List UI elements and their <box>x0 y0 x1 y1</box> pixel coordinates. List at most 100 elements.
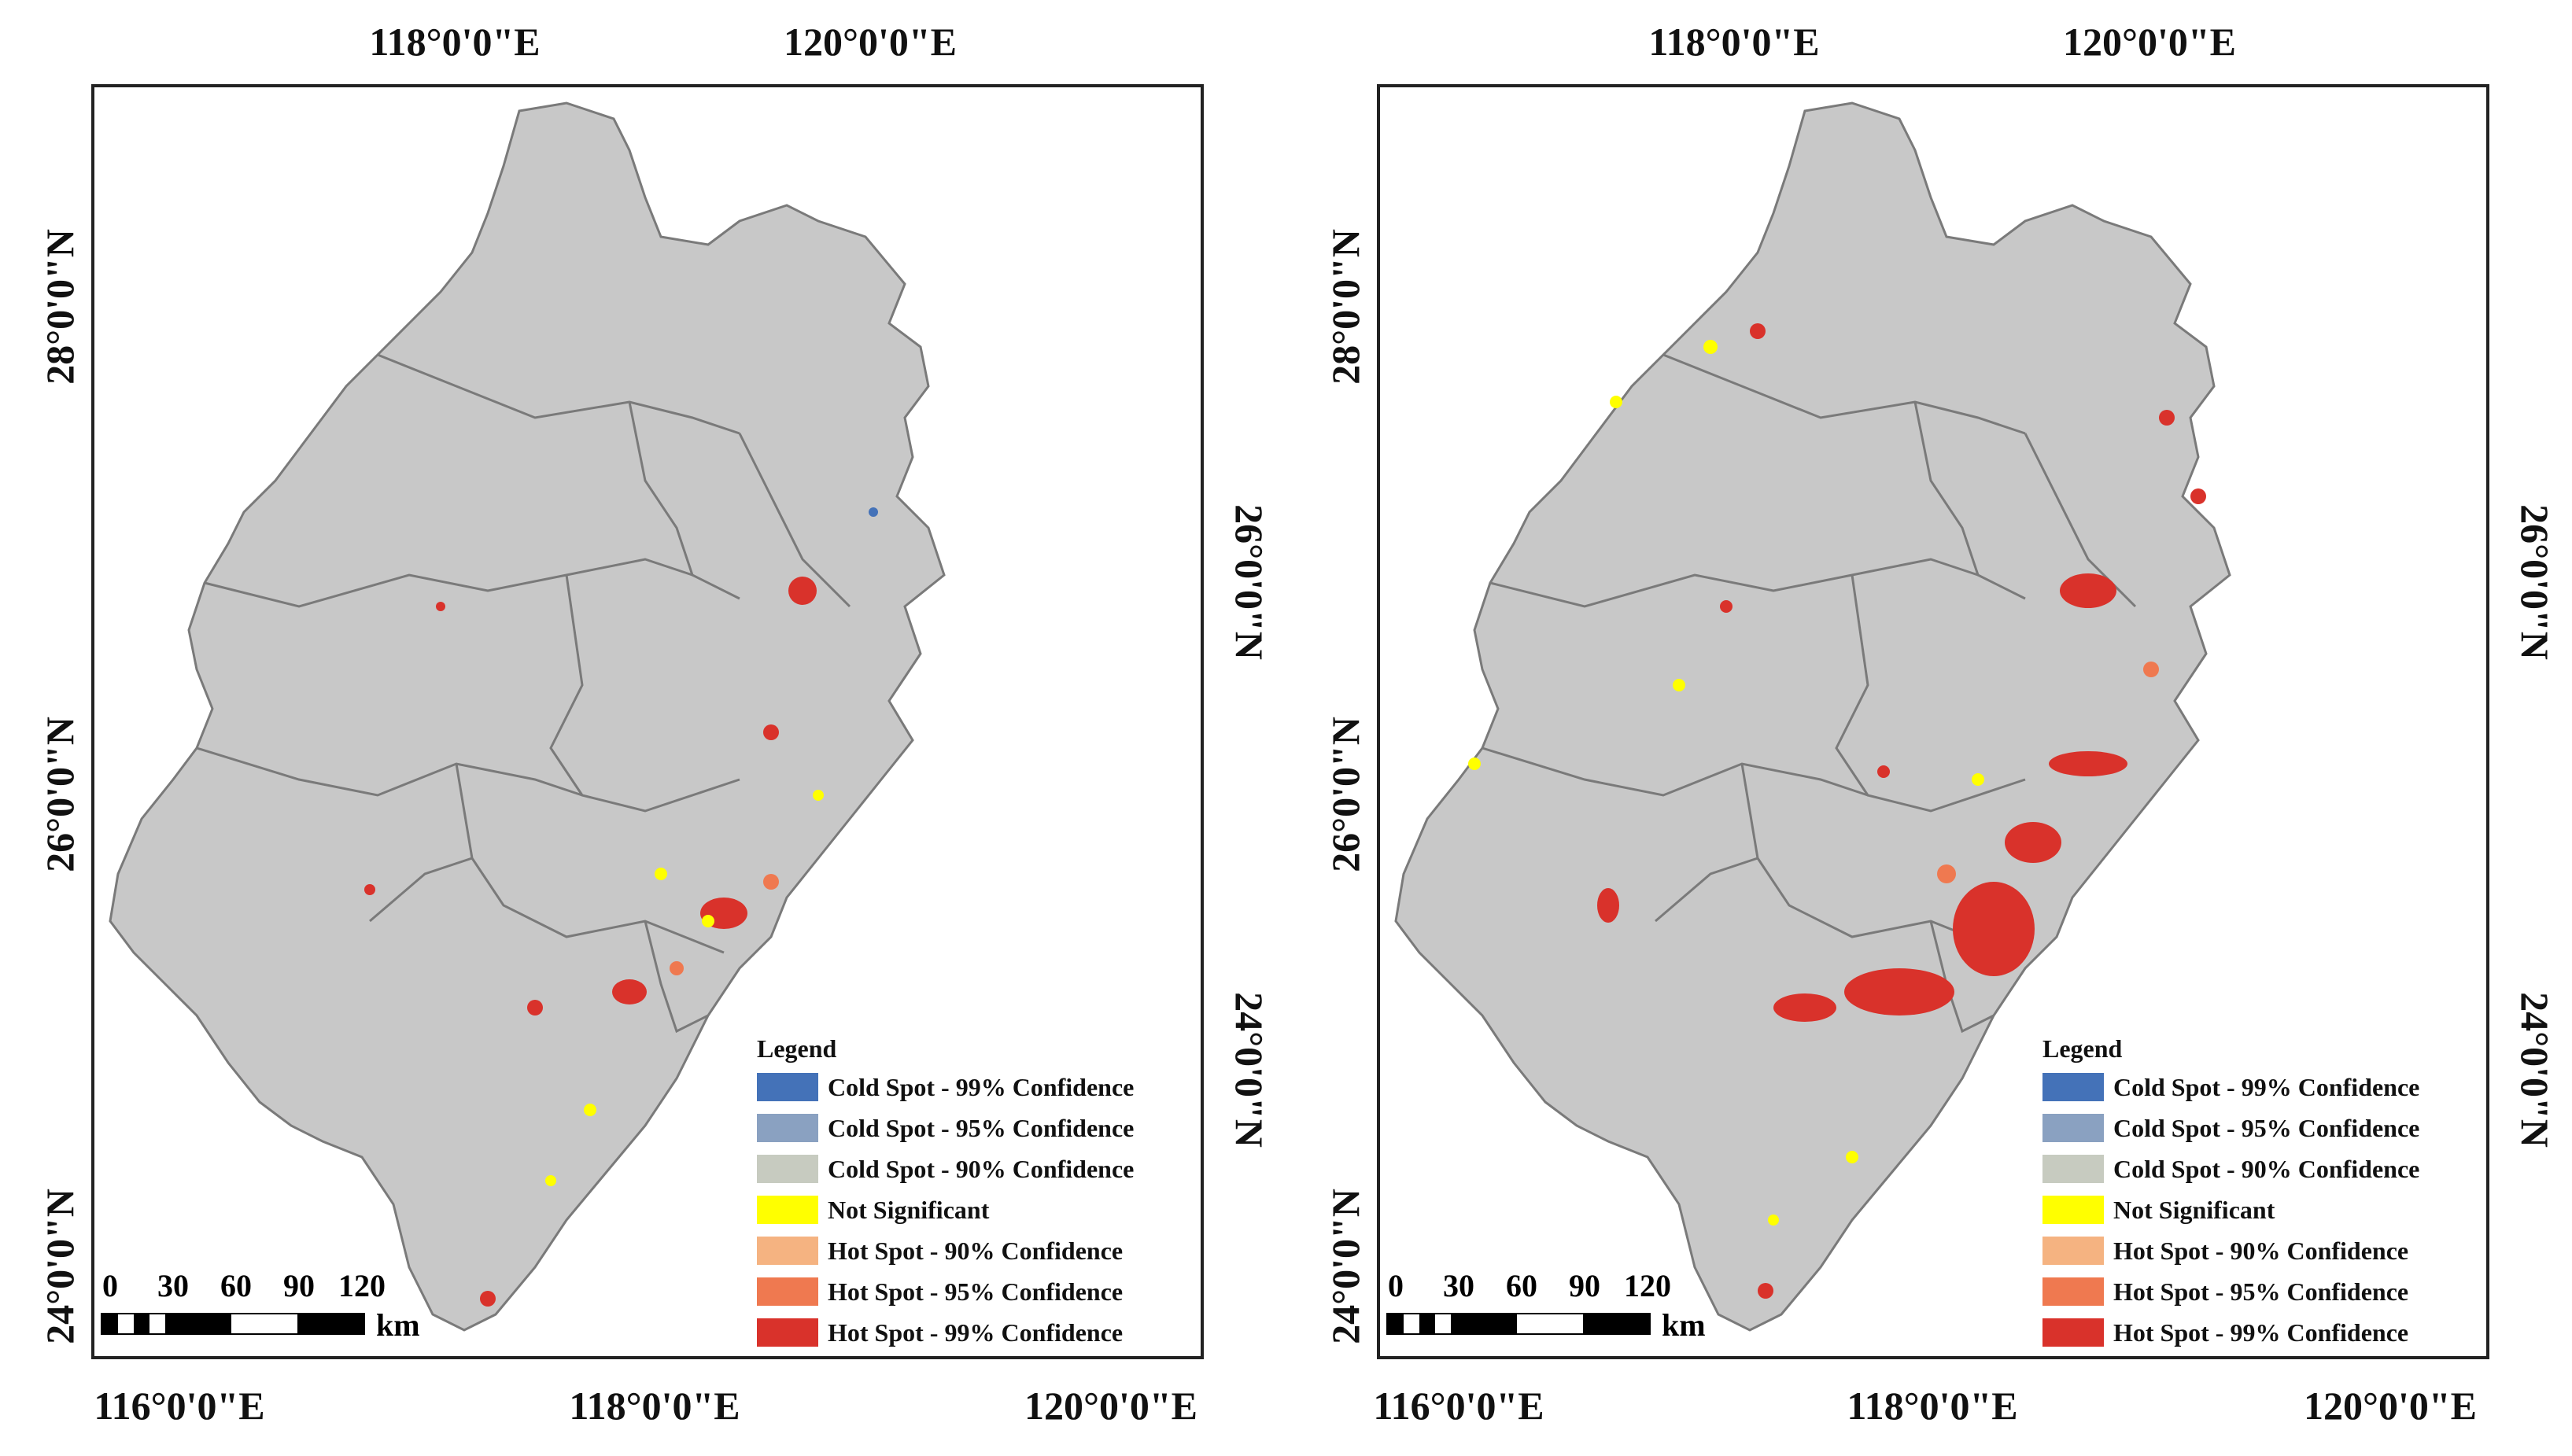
scale-tick: 60 <box>220 1268 252 1303</box>
scale-bar-graphic <box>101 1313 365 1335</box>
legend-title: Legend <box>2042 1034 2123 1063</box>
hotspot-zhangpu <box>480 1291 496 1307</box>
legend-item-hot95: Hot Spot - 95% Confidence <box>757 1272 1123 1311</box>
legend-label: Cold Spot - 90% Confidence <box>2113 1154 2420 1183</box>
coldspot-ningde <box>869 507 878 517</box>
legend-swatch <box>2042 1277 2104 1306</box>
legend-swatch <box>757 1073 818 1101</box>
hotspot-xiamen <box>612 979 647 1004</box>
legend-label: Hot Spot - 99% Confidence <box>2113 1318 2409 1347</box>
legend-item-hot99: Hot Spot - 99% Confidence <box>757 1313 1123 1352</box>
scale-tick: 120 <box>1624 1268 1671 1303</box>
notsig-2 <box>584 1104 596 1116</box>
legend-item-hot90: Hot Spot - 90% Confidence <box>757 1231 1123 1270</box>
hotspot-zhangzhou <box>527 1000 543 1016</box>
right-lat-label-2: 24°0'0"N <box>1227 992 1271 1148</box>
hotspot-coastal-1 <box>763 874 779 890</box>
prefecture-boundaries <box>1482 353 2137 1034</box>
notsig-1 <box>1703 340 1718 354</box>
bottom-lon-label-1: 116°0'0"E <box>1373 1384 1544 1428</box>
hotspot-quanzhou <box>1953 882 2035 976</box>
hotspot-coastal-2 <box>1937 864 1956 883</box>
legend-item-notsig: Not Significant <box>757 1190 989 1229</box>
legend-label: Not Significant <box>2113 1195 2275 1224</box>
legend-label: Cold Spot - 95% Confidence <box>828 1113 1135 1142</box>
hotspot-longyan <box>364 884 375 895</box>
left-lat-label-2: 26°0'0"N <box>38 717 82 872</box>
bottom-lon-label-2: 118°0'0"E <box>569 1384 740 1428</box>
notsig-6 <box>1768 1215 1779 1226</box>
legend-item-cold99: Cold Spot - 99% Confidence <box>2042 1067 2419 1107</box>
legend-item-hot99: Hot Spot - 99% Confidence <box>2042 1313 2408 1352</box>
map-panel-right: 118°0'0"E 120°0'0"E 116°0'0"E 118°0'0"E … <box>1286 0 2571 1456</box>
bottom-lon-label-3: 120°0'0"E <box>2304 1384 2477 1428</box>
bottom-lon-label-2: 118°0'0"E <box>1847 1384 2018 1428</box>
scale-tick: 90 <box>1569 1268 1600 1303</box>
hotspot-fuzhou <box>2060 573 2116 608</box>
notsig-1 <box>655 868 667 880</box>
hotspot-zhangpu <box>1758 1283 1773 1299</box>
notsig-7 <box>1972 773 1984 786</box>
right-lat-label-2: 24°0'0"N <box>2513 992 2557 1148</box>
legend-item-cold95: Cold Spot - 95% Confidence <box>757 1108 1134 1148</box>
top-lon-label-2: 120°0'0"E <box>2063 20 2236 64</box>
hotspot-putian <box>763 724 779 740</box>
map-frame: Legend Cold Spot - 99% Confidence Cold S… <box>91 84 1204 1359</box>
left-lat-label-3: 24°0'0"N <box>1323 1189 1367 1344</box>
scale-tick: 120 <box>338 1268 386 1303</box>
hotspot-ningde-2 <box>2190 488 2206 504</box>
map-panel-left: 118°0'0"E 120°0'0"E 116°0'0"E 118°0'0"E … <box>38 20 1271 1428</box>
legend-label: Not Significant <box>828 1195 990 1224</box>
legend-item-hot90: Hot Spot - 90% Confidence <box>2042 1231 2408 1270</box>
province-outline <box>1394 101 2231 1332</box>
scale-tick: 90 <box>283 1268 315 1303</box>
hotspot-coastal-1 <box>2143 662 2159 677</box>
right-lat-label-1: 26°0'0"N <box>2513 504 2557 660</box>
legend-title: Legend <box>757 1034 837 1063</box>
map-frame: Legend Cold Spot - 99% Confidence Cold S… <box>1377 84 2489 1359</box>
right-lat-label-1: 26°0'0"N <box>1227 504 1271 660</box>
left-lat-label-3: 24°0'0"N <box>38 1189 82 1344</box>
hotspot-coastal-2 <box>670 961 684 975</box>
notsig-4 <box>702 915 714 927</box>
left-lat-label-1: 28°0'0"N <box>1323 229 1367 385</box>
prefecture-boundaries <box>196 353 851 1034</box>
hotspot-xiamen <box>1844 968 1954 1016</box>
legend-label: Hot Spot - 95% Confidence <box>828 1277 1124 1306</box>
bottom-lon-label-3: 120°0'0"E <box>1024 1384 1197 1428</box>
legend-swatch <box>2042 1318 2104 1347</box>
hotspot-sanming <box>1720 600 1733 613</box>
province-outline <box>109 101 946 1332</box>
notsig-3 <box>1673 679 1685 691</box>
scale-unit: km <box>376 1307 420 1343</box>
legend-label: Hot Spot - 90% Confidence <box>828 1236 1124 1265</box>
scale-tick: 30 <box>1443 1268 1474 1303</box>
legend-label: Hot Spot - 99% Confidence <box>828 1318 1124 1347</box>
legend-swatch <box>2042 1237 2104 1265</box>
legend-item-cold90: Cold Spot - 90% Confidence <box>2042 1149 2419 1189</box>
notsig-4 <box>1468 757 1481 770</box>
hotspot-ningde <box>2159 410 2175 426</box>
hotspot-anxi <box>1877 765 1890 778</box>
scale-tick: 0 <box>102 1268 118 1303</box>
legend-item-cold99: Cold Spot - 99% Confidence <box>757 1067 1134 1107</box>
hotspot-sanming <box>436 602 445 611</box>
left-lat-label-2: 26°0'0"N <box>1323 717 1367 872</box>
legend-swatch <box>757 1196 818 1224</box>
left-lat-label-1: 28°0'0"N <box>38 229 82 385</box>
scale-bar-graphic <box>1386 1313 1651 1335</box>
legend-swatch <box>757 1237 818 1265</box>
top-lon-label-1: 118°0'0"E <box>1648 20 1820 64</box>
notsig-3 <box>545 1175 556 1186</box>
legend-swatch <box>757 1155 818 1183</box>
hotspot-nanping <box>1750 323 1766 339</box>
legend-swatch <box>757 1318 818 1347</box>
legend-swatch <box>2042 1073 2104 1101</box>
province-map <box>1394 101 2231 1332</box>
hotspot-longyan <box>1597 888 1619 923</box>
legend: Legend Cold Spot - 99% Confidence Cold S… <box>2036 1034 2486 1356</box>
legend-swatch <box>2042 1196 2104 1224</box>
legend-item-hot95: Hot Spot - 95% Confidence <box>2042 1272 2408 1311</box>
legend: Legend Cold Spot - 99% Confidence Cold S… <box>751 1034 1201 1356</box>
legend-swatch <box>2042 1114 2104 1142</box>
